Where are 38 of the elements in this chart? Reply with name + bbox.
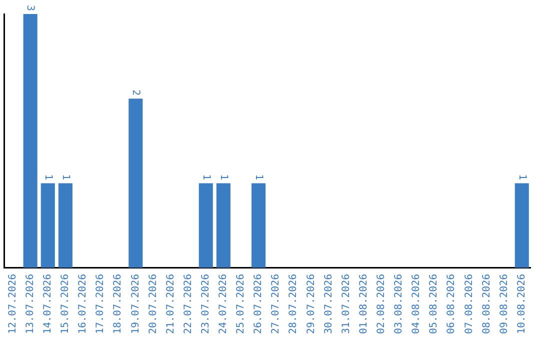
data-label: 1 xyxy=(516,174,528,180)
x-tick-label: 19.07.2026 xyxy=(130,274,142,334)
x-tick-label: 12.07.2026 xyxy=(7,274,18,334)
x-tick-label: 04.08.2026 xyxy=(411,274,422,334)
x-tick-label: 18.07.2026 xyxy=(112,274,124,334)
x-tick-label: 27.07.2026 xyxy=(270,274,282,334)
x-tick-label: 09.08.2026 xyxy=(498,274,510,334)
x-tick-label: 03.08.2026 xyxy=(394,274,405,334)
x-tick-label: 17.07.2026 xyxy=(95,274,106,334)
x-tick-label: 14.07.2026 xyxy=(42,274,54,334)
data-label: 1 xyxy=(42,174,54,180)
x-tick-label: 28.07.2026 xyxy=(288,274,300,334)
x-tick-label: 16.07.2026 xyxy=(78,274,89,334)
data-label: 1 xyxy=(252,174,264,180)
x-tick-label: 08.08.2026 xyxy=(481,274,492,334)
data-label: 1 xyxy=(60,174,71,180)
x-tick-label: 22.07.2026 xyxy=(182,274,194,334)
x-tick-label: 01.08.2026 xyxy=(358,274,370,334)
x-tick-label: 10.08.2026 xyxy=(516,274,528,334)
x-tick-label: 26.07.2026 xyxy=(253,274,264,334)
x-tick-label: 05.08.2026 xyxy=(428,274,440,334)
x-tick-label: 31.07.2026 xyxy=(340,274,352,334)
x-tick-label: 13.07.2026 xyxy=(24,274,36,334)
data-label: 2 xyxy=(130,90,142,96)
data-label: 1 xyxy=(200,174,212,180)
data-label: 1 xyxy=(218,174,229,180)
x-tick-label: 23.07.2026 xyxy=(200,274,212,334)
x-tick-label: 21.07.2026 xyxy=(165,274,176,334)
data-label: 3 xyxy=(24,4,36,11)
x-tick-label: 29.07.2026 xyxy=(306,274,317,334)
x-tick-label: 15.07.2026 xyxy=(60,274,72,334)
x-tick-label: 20.07.2026 xyxy=(148,274,159,334)
x-tick-label: 02.08.2026 xyxy=(376,274,388,334)
x-tick-label: 06.08.2026 xyxy=(446,274,458,334)
x-tick-label: 24.07.2026 xyxy=(218,274,230,334)
x-tick-label: 25.07.2026 xyxy=(236,274,247,334)
x-tick-label: 07.08.2026 xyxy=(464,274,475,334)
x-tick-label: 30.07.2026 xyxy=(323,274,334,334)
